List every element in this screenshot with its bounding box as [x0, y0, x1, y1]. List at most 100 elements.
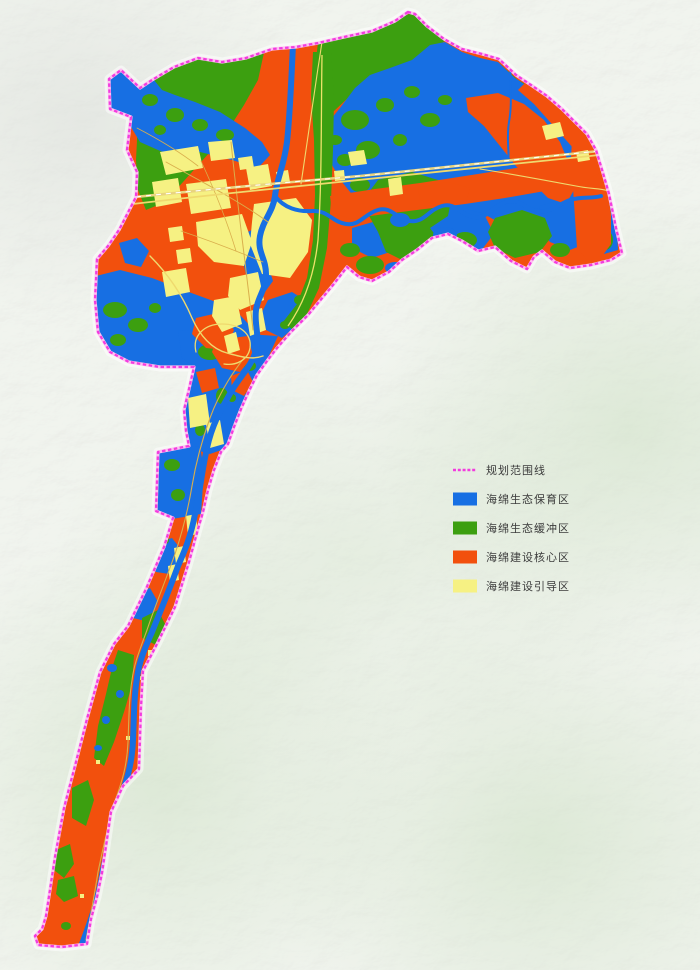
buffer-patch	[103, 302, 127, 318]
buffer-patch	[393, 134, 407, 146]
core-patch	[231, 370, 253, 396]
core-patch	[196, 368, 219, 393]
guidance-block	[238, 156, 254, 170]
conservation-swatch	[453, 492, 477, 506]
legend-item-conservation: 海绵生态保育区	[452, 492, 570, 506]
buffer-patch	[294, 295, 306, 305]
buffer-patch	[350, 178, 370, 192]
legend-label: 海绵生态保育区	[486, 494, 570, 506]
legend-item-guidance: 海绵建设引导区	[452, 579, 570, 593]
guidance-block	[224, 332, 240, 354]
guidance-block	[80, 894, 84, 898]
guidance-swatch	[453, 579, 477, 593]
buffer-patch	[438, 95, 452, 105]
city-road	[165, 161, 269, 223]
expressway-centerline	[287, 54, 323, 327]
boundary-dashed-line	[33, 10, 624, 949]
valley-road	[85, 357, 245, 941]
ring-road-loop	[194, 323, 251, 366]
buffer-patch	[488, 210, 552, 258]
buffer-patch	[316, 13, 446, 126]
legend-label: 海绵生态缓冲区	[486, 523, 570, 535]
guidance-block	[96, 760, 100, 764]
conservation-patch	[390, 213, 410, 227]
boundary-line-swatch	[453, 468, 477, 472]
buffer-patch	[110, 334, 126, 346]
guidance-block	[208, 140, 235, 161]
north-road	[300, 41, 323, 185]
guidance-block	[196, 214, 252, 266]
buffer-patch	[61, 922, 71, 930]
railway-dashes	[115, 150, 600, 200]
buffer-patch	[149, 303, 161, 313]
core-patch	[418, 182, 470, 206]
conservation-patch	[102, 716, 110, 724]
guidance-block	[348, 150, 367, 166]
conservation-patch	[119, 238, 149, 267]
core-swatch-rect	[453, 550, 477, 564]
buffer-patch	[356, 256, 384, 274]
main-river	[79, 42, 296, 947]
guidance-block	[228, 272, 264, 310]
guidance-block	[160, 146, 203, 175]
legend-label: 海绵建设核心区	[486, 552, 570, 564]
railway	[115, 149, 600, 201]
legend: 规划范围线 海绵生态保育区 海绵生态缓冲区 海绵建设核心区 海绵建设引导区	[452, 463, 570, 593]
buffer-patch	[54, 844, 74, 878]
expressway	[287, 54, 323, 327]
guidance-block	[212, 296, 242, 332]
buffer-patch	[154, 125, 166, 135]
conservation-patch	[94, 745, 102, 751]
buffer-patch	[341, 110, 369, 130]
buffer-patch	[216, 129, 234, 141]
guidance-swatch-rect	[453, 579, 477, 593]
buffer-patch	[142, 94, 158, 106]
city-road	[200, 160, 237, 252]
legend-item-core: 海绵建设核心区	[452, 550, 570, 564]
buffer-patch	[280, 321, 290, 329]
city-road	[180, 230, 264, 263]
buffer-patch	[195, 424, 205, 436]
minor-roads	[85, 127, 269, 941]
buffer-patch	[420, 113, 440, 127]
legend-item-buffer: 海绵生态缓冲区	[452, 521, 570, 535]
conservation-swatch-rect	[453, 492, 477, 506]
conservation-patch	[116, 690, 124, 698]
legend-label: 海绵建设引导区	[486, 581, 570, 593]
core-swatch	[453, 550, 477, 564]
major-roads	[115, 41, 610, 366]
rivers	[79, 42, 603, 947]
buffer-patch	[171, 489, 185, 501]
guidance-block	[176, 248, 192, 264]
buffer-patch	[404, 86, 420, 98]
buffer-patch	[56, 876, 78, 902]
planning-boundary	[33, 10, 624, 949]
city-road	[230, 141, 254, 331]
conservation-patch	[107, 664, 117, 672]
legend-item-boundary: 规划范围线	[452, 463, 570, 477]
buffer-patch	[94, 650, 134, 766]
buffer-swatch	[453, 521, 477, 535]
buffer-patch	[550, 243, 570, 257]
buffer-patch	[128, 318, 148, 332]
buffer-patch	[337, 154, 353, 166]
guidance-block	[188, 394, 210, 428]
city-road	[136, 127, 199, 167]
tributary-river	[506, 57, 512, 167]
secondary-road	[479, 168, 610, 192]
guidance-block	[542, 122, 564, 140]
legend-label: 规划范围线	[486, 465, 546, 477]
buffer-patch	[376, 98, 394, 112]
guidance-block	[168, 226, 184, 242]
east-river	[273, 194, 603, 227]
buffer-patch	[72, 780, 94, 826]
buffer-patch	[164, 459, 180, 471]
buffer-swatch-rect	[453, 521, 477, 535]
guidance-block	[162, 268, 190, 297]
guidance-block	[388, 177, 403, 196]
buffer-patch	[192, 119, 208, 131]
buffer-patch	[340, 243, 360, 257]
buffer-patch	[166, 108, 184, 122]
